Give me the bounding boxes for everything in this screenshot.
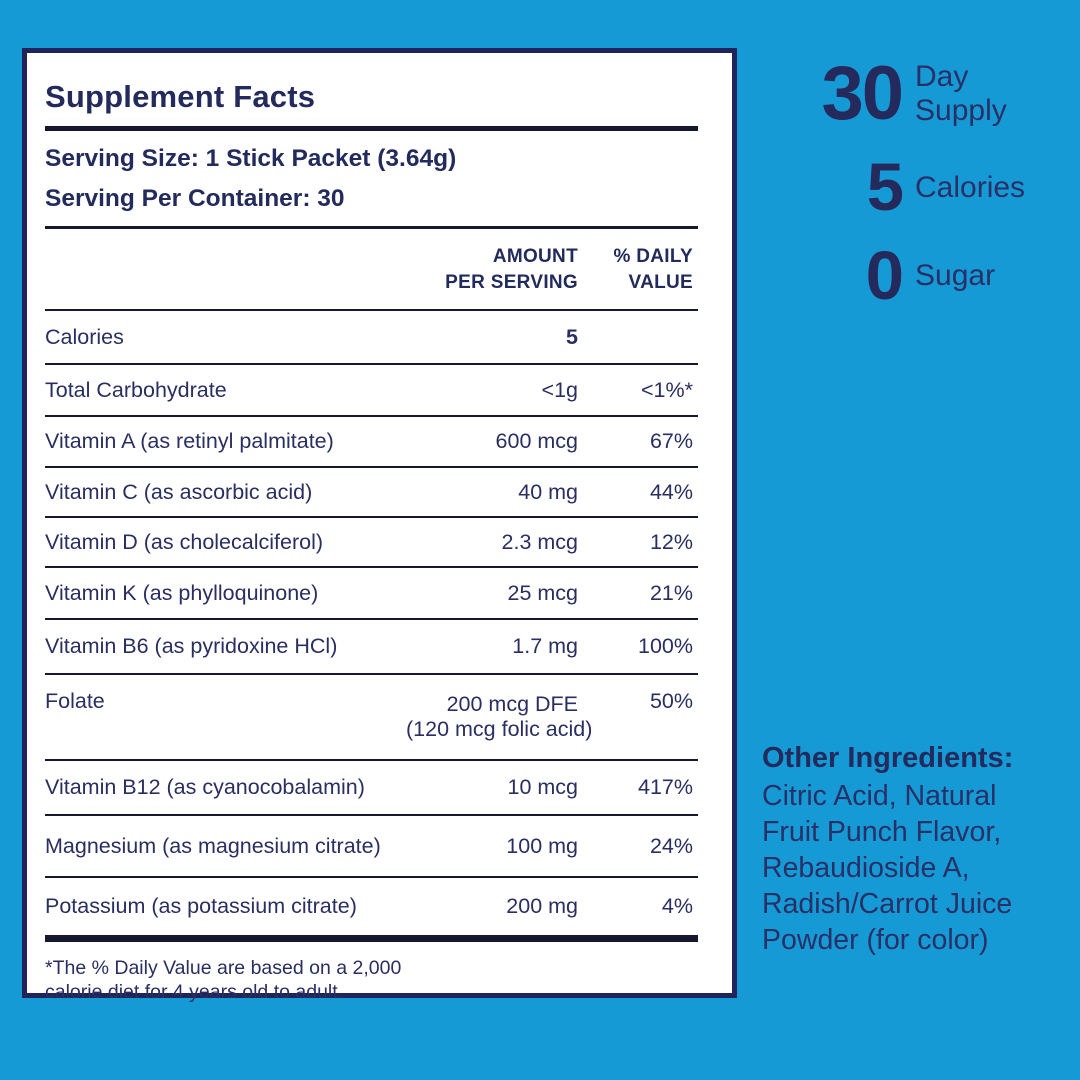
nutrient-name: Vitamin A (as retinyl palmitate) bbox=[45, 429, 334, 453]
column-headers: AMOUNT PER SERVING % DAILY VALUE bbox=[45, 244, 698, 296]
table-row: Magnesium (as magnesium citrate) 100 mg … bbox=[45, 816, 698, 878]
nutrient-daily-value: <1%* bbox=[641, 377, 693, 402]
nutrient-daily-value: 24% bbox=[649, 833, 693, 858]
title-rule bbox=[45, 126, 698, 131]
nutrient-amount: 25 mcg bbox=[507, 580, 578, 605]
calories-value: 5 bbox=[866, 150, 904, 225]
day-supply-label-line2: Supply bbox=[915, 94, 1007, 128]
day-supply-label: Day Supply bbox=[915, 60, 1007, 128]
other-ingredients-line: Citric Acid, Natural bbox=[762, 780, 997, 812]
footnote-line2: calorie diet for 4 years old to adult. bbox=[45, 980, 344, 1003]
highlight-day-supply: 30 Day Supply bbox=[780, 51, 1007, 136]
footnote: *The % Daily Value are based on a 2,000 … bbox=[45, 957, 698, 1004]
header-rule bbox=[45, 309, 698, 311]
daily-value-column-header: % DAILY VALUE bbox=[613, 246, 693, 293]
nutrient-amount: 100 mg bbox=[506, 833, 578, 858]
calories-label-line1: Calories bbox=[915, 170, 1026, 204]
day-supply-label-line1: Day bbox=[915, 60, 969, 94]
table-row: Calories 5 bbox=[45, 311, 698, 365]
nutrient-name: Vitamin C (as ascorbic acid) bbox=[45, 479, 313, 504]
nutrient-daily-value: 100% bbox=[638, 634, 693, 658]
nutrient-daily-value: 12% bbox=[649, 529, 693, 554]
nutrient-name: Vitamin K (as phylloquinone) bbox=[45, 580, 319, 605]
nutrient-amount: 1.7 mg bbox=[512, 634, 578, 658]
nutrient-daily-value: 4% bbox=[661, 894, 693, 918]
nutrient-name: Vitamin B12 (as cyanocobalamin) bbox=[45, 775, 365, 799]
table-row: Vitamin B12 (as cyanocobalamin) 10 mcg 4… bbox=[45, 761, 698, 816]
nutrient-amount: 40 mg bbox=[518, 479, 578, 504]
footnote-line1: *The % Daily Value are based on a 2,000 bbox=[45, 957, 402, 979]
table-row: Vitamin B6 (as pyridoxine HCl) 1.7 mg 10… bbox=[45, 620, 698, 675]
nutrient-amount: 5 bbox=[566, 324, 578, 349]
other-ingredients-heading: Other Ingredients: bbox=[762, 742, 1014, 774]
sugar-label-line1: Sugar bbox=[915, 258, 996, 292]
nutrient-name: Magnesium (as magnesium citrate) bbox=[45, 833, 381, 858]
bottom-rule bbox=[45, 937, 698, 942]
serving-size-text: Serving Size: 1 Stick Packet (3.64g) bbox=[45, 145, 457, 172]
nutrient-name: Total Carbohydrate bbox=[45, 377, 227, 402]
other-ingredients-line: Powder (for color) bbox=[762, 924, 989, 956]
highlight-sugar: 0 Sugar bbox=[780, 237, 995, 314]
nutrient-amount: 200 mcg DFE (120 mcg folic acid) bbox=[406, 692, 592, 742]
table-row: Vitamin D (as cholecalciferol) 2.3 mcg 1… bbox=[45, 518, 698, 568]
table-row: Vitamin K (as phylloquinone) 25 mcg 21% bbox=[45, 568, 698, 620]
calories-label: Calories bbox=[915, 171, 1025, 205]
table-row: Folate 200 mcg DFE (120 mcg folic acid) … bbox=[45, 675, 698, 761]
table-row: Potassium (as potassium citrate) 200 mg … bbox=[45, 878, 698, 937]
sugar-label: Sugar bbox=[915, 259, 995, 293]
nutrient-name: Folate bbox=[45, 689, 105, 713]
nutrient-name: Calories bbox=[45, 324, 124, 349]
nutrient-amount: 2.3 mcg bbox=[501, 529, 578, 554]
table-row: Vitamin A (as retinyl palmitate) 600 mcg… bbox=[45, 417, 698, 468]
serving-rule bbox=[45, 226, 698, 229]
other-ingredients-line: Fruit Punch Flavor, bbox=[762, 816, 1002, 848]
nutrient-daily-value: 44% bbox=[649, 479, 693, 504]
nutrient-daily-value: 417% bbox=[638, 775, 693, 799]
servings-per-container-text: Serving Per Container: 30 bbox=[45, 185, 345, 212]
table-row: Vitamin C (as ascorbic acid) 40 mg 44% bbox=[45, 468, 698, 518]
other-ingredients-line: Radish/Carrot Juice bbox=[762, 888, 1013, 920]
nutrient-amount: 600 mcg bbox=[495, 429, 578, 453]
nutrient-amount-line1: 200 mcg DFE bbox=[446, 692, 578, 716]
supplement-facts-panel: Supplement Facts Serving Size: 1 Stick P… bbox=[22, 48, 737, 1003]
nutrient-daily-value: 21% bbox=[649, 580, 693, 605]
nutrient-amount: 10 mcg bbox=[507, 775, 578, 799]
panel-title: Supplement Facts bbox=[45, 79, 316, 114]
other-ingredients-line: Rebaudioside A, bbox=[762, 852, 970, 884]
nutrient-amount: <1g bbox=[541, 377, 578, 402]
table-row: Total Carbohydrate <1g <1%* bbox=[45, 365, 698, 417]
nutrient-name: Vitamin B6 (as pyridoxine HCl) bbox=[45, 634, 338, 658]
highlight-calories: 5 Calories bbox=[780, 150, 1025, 225]
nutrient-daily-value: 50% bbox=[649, 689, 693, 713]
nutrient-name: Potassium (as potassium citrate) bbox=[45, 894, 357, 918]
sugar-value: 0 bbox=[865, 237, 904, 314]
amount-column-header: AMOUNT PER SERVING bbox=[445, 246, 578, 293]
nutrient-amount: 200 mg bbox=[506, 894, 578, 918]
nutrient-daily-value: 67% bbox=[649, 429, 693, 453]
nutrient-amount-line2: (120 mcg folic acid) bbox=[406, 717, 593, 741]
other-ingredients-section: Other Ingredients: Citric Acid, Natural … bbox=[762, 742, 1074, 958]
day-supply-value: 30 bbox=[821, 51, 904, 136]
nutrient-name: Vitamin D (as cholecalciferol) bbox=[45, 529, 324, 554]
